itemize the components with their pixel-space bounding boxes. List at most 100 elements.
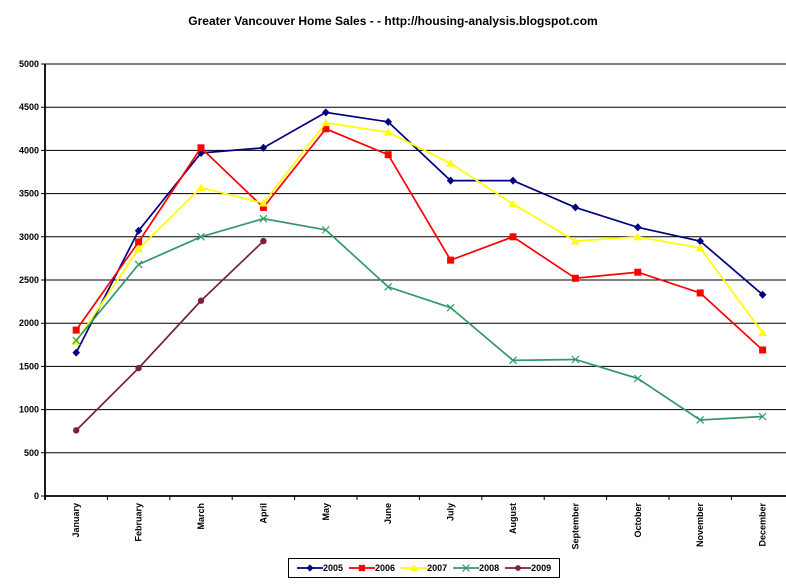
x-axis-label: October	[633, 503, 643, 538]
square-marker	[197, 144, 205, 152]
square-marker	[72, 326, 80, 334]
square-marker	[259, 203, 267, 211]
x-axis-label: November	[695, 503, 705, 548]
diamond-marker	[259, 143, 268, 152]
diamond-marker	[696, 237, 704, 246]
diamond-marker	[384, 117, 392, 126]
diamond-marker	[72, 348, 80, 357]
square-marker	[447, 256, 455, 264]
circle-marker	[73, 427, 80, 434]
x-axis-label: May	[321, 503, 331, 521]
legend-label: 2007	[427, 563, 448, 573]
y-axis-label: 2000	[19, 318, 39, 328]
square-marker	[322, 125, 330, 133]
legend-swatch-circle-icon	[505, 565, 532, 571]
triangle-marker	[383, 128, 393, 136]
y-axis-label: 500	[24, 448, 39, 458]
triangle-marker	[695, 244, 705, 252]
x-marker	[696, 416, 705, 424]
x-axis-label: September	[570, 503, 580, 550]
legend-label: 2009	[531, 563, 552, 573]
legend-label: 2005	[323, 563, 344, 573]
x-axis-label: August	[508, 503, 518, 534]
x-axis-label: February	[134, 503, 144, 542]
diamond-marker	[634, 223, 642, 232]
y-axis-label: 2500	[19, 275, 39, 285]
x-axis-label: January	[71, 503, 81, 538]
triangle-marker	[446, 159, 455, 167]
x-marker	[384, 282, 393, 291]
x-marker	[758, 412, 767, 421]
legend-swatch-diamond-icon	[297, 564, 323, 572]
legend-entry-2008: 2008	[453, 563, 499, 573]
square-marker	[509, 233, 517, 241]
diamond-marker	[134, 226, 143, 235]
x-marker	[72, 336, 81, 345]
y-axis-label: 1500	[19, 361, 39, 371]
triangle-marker	[571, 237, 580, 245]
y-axis-label: 1000	[19, 405, 39, 415]
series-line-2005	[75, 111, 764, 353]
diamond-marker	[509, 176, 517, 185]
triangle-marker	[134, 244, 143, 253]
x-axis-label: April	[258, 503, 268, 524]
x-marker	[259, 214, 268, 223]
legend-entry-2009: 2009	[505, 563, 551, 573]
diamond-marker	[306, 564, 314, 572]
triangle-marker	[758, 328, 767, 337]
x-marker	[321, 225, 330, 234]
legend-label: 2006	[375, 563, 396, 573]
triangle-marker	[410, 564, 419, 572]
x-axis-label: June	[383, 503, 393, 524]
diamond-marker	[571, 203, 580, 212]
square-marker	[135, 238, 143, 246]
square-marker	[696, 289, 704, 297]
y-axis-label: 4500	[19, 102, 39, 112]
chart-title: Greater Vancouver Home Sales - - http://…	[188, 14, 598, 28]
x-marker	[197, 232, 205, 241]
circle-marker	[260, 237, 267, 245]
triangle-marker	[259, 199, 268, 207]
triangle-marker	[321, 118, 331, 127]
y-axis-label: 3500	[19, 189, 39, 199]
legend-entry-2007: 2007	[401, 563, 447, 573]
legend-swatch-x-icon	[453, 564, 480, 572]
x-marker	[462, 564, 471, 572]
x-marker	[633, 374, 642, 383]
square-marker	[571, 274, 579, 282]
diamond-marker	[446, 176, 455, 185]
diamond-marker	[758, 290, 767, 299]
square-marker	[384, 151, 392, 159]
x-marker	[571, 355, 580, 364]
legend-label: 2008	[479, 563, 500, 573]
x-marker	[509, 356, 517, 365]
x-axis-label: December	[758, 503, 768, 547]
triangle-marker	[633, 232, 643, 241]
y-axis-label: 3000	[19, 232, 39, 242]
y-axis-label: 0	[34, 491, 39, 501]
circle-marker	[197, 297, 205, 304]
legend-entry-2005: 2005	[297, 563, 343, 573]
triangle-marker	[508, 199, 518, 208]
triangle-marker	[196, 183, 206, 191]
x-axis-label: July	[446, 503, 456, 521]
square-marker	[358, 564, 366, 572]
series-line-2006	[75, 127, 764, 351]
diamond-marker	[322, 108, 330, 117]
legend: 2005 2006 2007 2008 2009	[288, 558, 561, 578]
x-axis-label: March	[196, 503, 206, 530]
square-marker	[634, 268, 642, 276]
x-marker	[446, 303, 455, 312]
y-axis-label: 5000	[19, 59, 39, 69]
circle-marker	[515, 565, 522, 571]
legend-swatch-triangle-icon	[401, 564, 428, 572]
y-axis-label: 4000	[19, 145, 39, 155]
circle-marker	[135, 364, 142, 372]
legend-entry-2006: 2006	[349, 563, 395, 573]
series-line-2007	[75, 121, 764, 342]
series-line-2008	[75, 217, 763, 421]
legend-swatch-square-icon	[349, 564, 376, 572]
series-line-2009	[75, 240, 264, 431]
